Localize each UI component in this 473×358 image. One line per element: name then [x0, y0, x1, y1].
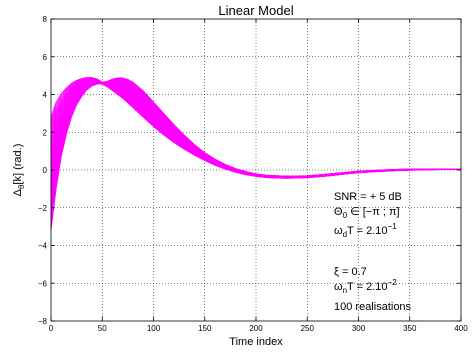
y-tick-label: 8 [43, 15, 48, 24]
realisation-line [50, 80, 462, 178]
x-tick-label: 100 [147, 324, 161, 333]
realisation-line [50, 81, 462, 178]
y-axis-label: Δθ[k] (rad.) [12, 144, 26, 197]
annotation-theta: Θ0 ∈ [−π ; π] [334, 206, 400, 220]
realisation-line [50, 77, 462, 177]
y-tick-label: −2 [38, 204, 48, 213]
x-tick-label: 150 [198, 324, 212, 333]
chart-title: Linear Model [218, 3, 293, 18]
y-tick-label: 6 [43, 53, 48, 62]
x-tick-label: 350 [403, 324, 417, 333]
annotation-realisations: 100 realisations [334, 301, 412, 313]
annotation-block: SNR = + 5 dB Θ0 ∈ [−π ; π] ωdT = 2.10−1 … [334, 191, 412, 313]
x-axis-label: Time index [229, 336, 283, 348]
realisation-line [50, 80, 462, 178]
realisation-line [50, 80, 462, 178]
x-tick-label: 200 [249, 324, 263, 333]
realisation-line [50, 80, 462, 178]
tick-group: 0 50 100 150 200 250 300 350 400 −8 −6 −4 −2 0 2 4 6 8 [38, 15, 468, 333]
x-tick-label: 400 [454, 324, 468, 333]
y-tick-label: 0 [43, 166, 48, 175]
y-tick-label: 2 [43, 128, 48, 137]
y-tick-label: 4 [43, 91, 48, 100]
x-tick-label: 50 [98, 324, 107, 333]
series-group [50, 77, 462, 231]
y-tick-label: −8 [38, 317, 48, 326]
annotation-snr: SNR = + 5 dB [334, 191, 402, 203]
x-tick-label: 0 [49, 324, 54, 333]
realisation-line [50, 80, 462, 178]
annotation-omega-d: ωdT = 2.10−1 [334, 222, 397, 239]
annotation-omega-n: ωnT = 2.10−2 [334, 278, 397, 295]
x-tick-label: 300 [352, 324, 366, 333]
annotation-xi: ξ = 0.7 [334, 266, 367, 278]
x-tick-label: 250 [301, 324, 315, 333]
realisation-line [50, 82, 462, 205]
y-tick-label: −4 [38, 242, 48, 251]
realisation-line [50, 77, 462, 177]
y-tick-label: −6 [38, 279, 48, 288]
realisation-line [50, 81, 462, 178]
